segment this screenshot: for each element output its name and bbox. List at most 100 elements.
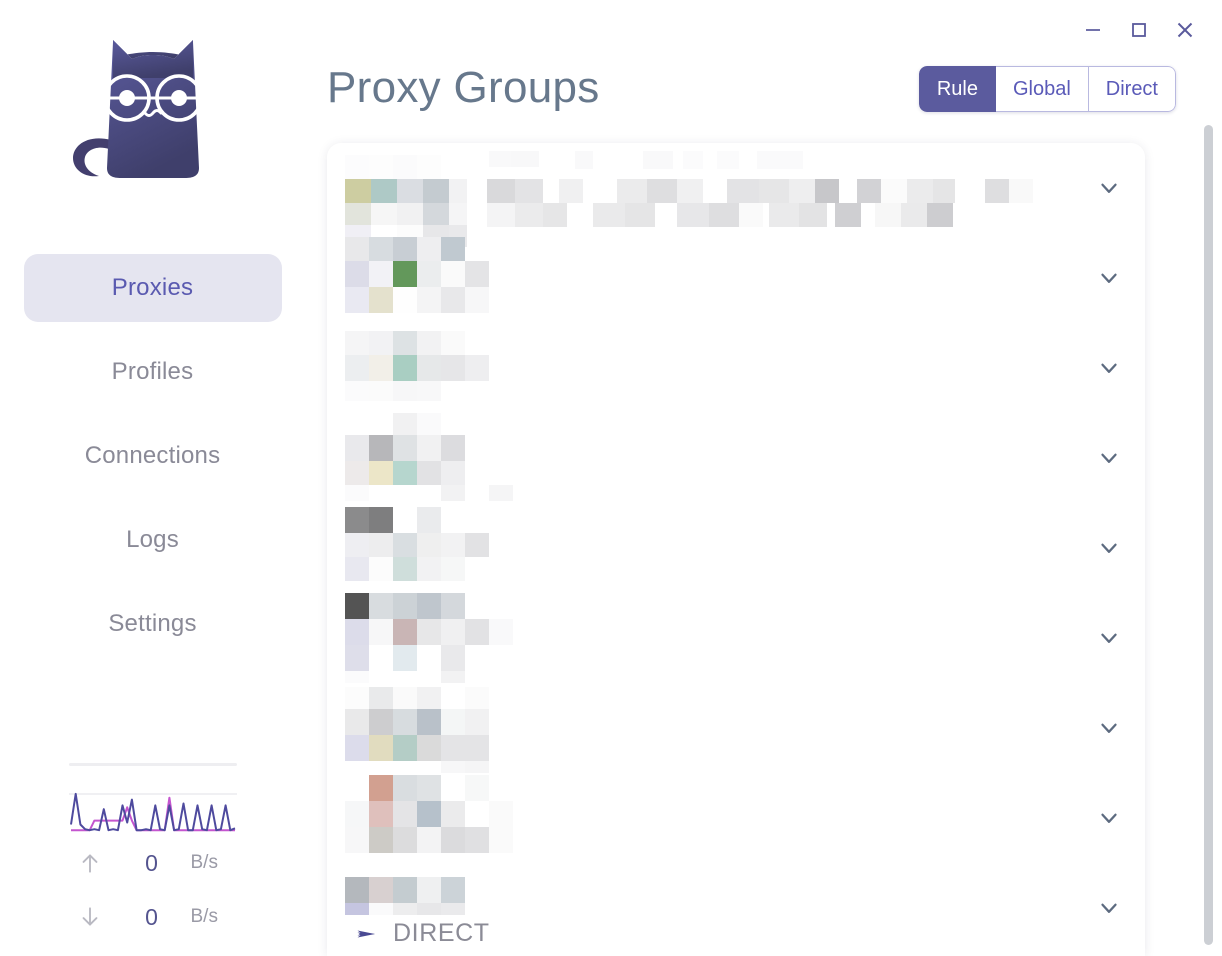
mosaic-block [417,903,441,915]
vertical-scrollbar[interactable] [1204,125,1213,945]
mosaic-block [677,203,709,227]
mosaic-block [441,237,465,261]
mode-button-direct[interactable]: Direct [1088,66,1176,112]
main-content: Proxy Groups Rule Global Direct DIRECT [305,0,1222,956]
mosaic-block [369,331,393,355]
page-title: Proxy Groups [327,63,600,112]
mosaic-block [727,179,759,203]
upload-speed-value: 0 [145,849,158,876]
proxy-group-row[interactable] [327,503,1145,593]
mosaic-block [345,179,371,203]
chevron-down-icon[interactable] [1073,773,1145,863]
mosaic-block [369,801,393,827]
mosaic-block [449,203,467,225]
proxy-group-row[interactable] [327,863,1145,953]
mosaic-block [345,287,369,313]
direct-proxy-row[interactable]: DIRECT [327,882,1145,956]
mosaic-block [465,287,489,313]
mosaic-block [369,903,393,915]
close-icon[interactable] [1162,8,1208,52]
mosaic-block [789,179,815,203]
sidebar-item-settings[interactable]: Settings [24,590,282,658]
mosaic-block [449,179,467,203]
mosaic-block [369,557,393,581]
proxy-group-row[interactable] [327,143,1145,247]
sidebar-item-logs[interactable]: Logs [24,506,282,574]
mosaic-block [441,619,465,645]
traffic-line [69,792,235,832]
chevron-down-icon[interactable] [1073,323,1145,413]
proxy-group-row[interactable] [327,323,1145,413]
redacted-group-name [345,683,1073,773]
mosaic-block [345,355,369,381]
traffic-sparkline-chart [68,784,237,836]
proxy-group-row[interactable] [327,593,1145,683]
direct-label-wrap: DIRECT [355,919,490,948]
mode-button-rule[interactable]: Rule [918,66,996,112]
mosaic-block [369,461,393,485]
mosaic-block [393,877,417,903]
mosaic-block [441,485,465,501]
mosaic-block [441,645,465,671]
sidebar-item-label: Settings [108,610,197,637]
mosaic-block [393,413,417,435]
mosaic-block [465,355,489,381]
mosaic-block [441,435,465,461]
chevron-down-icon[interactable] [1073,413,1145,503]
mosaic-block [441,671,465,683]
scrollbar-thumb[interactable] [1204,125,1213,945]
mosaic-block [423,179,449,203]
mosaic-block [417,155,441,179]
proxy-group-row[interactable] [327,233,1145,323]
mosaic-block [875,203,901,227]
sidebar-item-profiles[interactable]: Profiles [24,338,282,406]
redacted-group-name [345,863,1073,953]
mosaic-block [441,261,465,287]
sidebar-item-label: Proxies [111,274,194,301]
mosaic-block [677,179,703,203]
chevron-down-icon[interactable] [1073,863,1145,953]
mosaic-block [857,179,881,203]
sidebar-item-proxies[interactable]: Proxies [23,254,282,322]
mosaic-block [369,261,393,287]
mosaic-block [345,485,369,501]
mosaic-block [709,203,739,227]
minimize-icon[interactable] [1070,8,1116,52]
mosaic-block [417,827,441,853]
sidebar-item-label: Profiles [111,358,194,385]
mosaic-block [489,619,513,645]
chevron-down-icon[interactable] [1073,143,1145,233]
mosaic-block [417,687,441,709]
download-speed-value: 0 [145,903,158,930]
proxy-group-row[interactable] [327,413,1145,503]
maximize-icon[interactable] [1116,8,1162,52]
window-controls [1002,0,1222,60]
chevron-down-icon[interactable] [1073,233,1145,323]
proxy-group-row[interactable] [327,683,1145,773]
chevron-down-icon[interactable] [1073,683,1145,773]
mosaic-block [369,355,393,381]
mosaic-block [543,203,567,227]
mosaic-block [393,775,417,801]
mosaic-block [345,671,369,683]
mosaic-block [815,179,839,203]
mode-label: Global [1012,77,1071,100]
mosaic-block [417,645,441,671]
mosaic-block [369,287,393,313]
sidebar-item-connections[interactable]: Connections [24,422,282,490]
mosaic-block [345,801,369,827]
chevron-down-icon[interactable] [1073,503,1145,593]
sidebar-nav: Proxies Profiles Connections Logs Settin… [0,254,305,674]
traffic-panel: 0 B/s 0 B/s [67,784,237,956]
mosaic-block [417,557,441,581]
chevron-down-icon[interactable] [1073,593,1145,683]
mosaic-block [835,203,861,227]
mode-button-global[interactable]: Global [995,66,1089,112]
mosaic-block [417,261,441,287]
sidebar-divider [68,763,237,766]
send-icon [355,922,379,946]
arrow-down-icon [67,904,113,930]
proxy-group-row[interactable] [327,773,1145,863]
download-speed-unit: B/s [190,906,218,927]
mosaic-block [799,203,827,227]
